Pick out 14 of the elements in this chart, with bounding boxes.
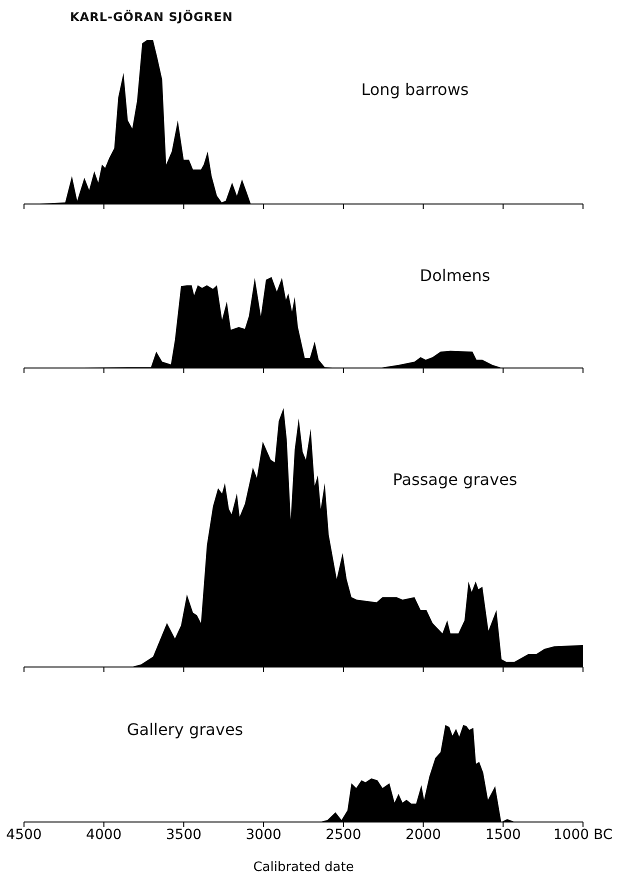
x-tick-label: 4500 [6, 826, 42, 843]
x-axis-title: Calibrated date [253, 860, 354, 875]
chart-title: Dolmens [420, 266, 490, 285]
chart-title: Gallery graves [126, 720, 244, 739]
text: KARL-GÖRAN SJÖGREN [70, 10, 233, 24]
x-tick-label: 4000 [86, 826, 122, 843]
x-tick-label: 2500 [326, 826, 362, 843]
x-tick-label: 1500 [485, 826, 521, 843]
text: Passage graves [392, 470, 518, 489]
x-tick-label: 2000 [405, 826, 442, 843]
x-tick-label: 3500 [166, 826, 202, 843]
x-tick-label: 1000 BC [553, 826, 613, 843]
text: Long barrows [361, 80, 469, 99]
x-tick-label: 3000 [246, 826, 282, 843]
